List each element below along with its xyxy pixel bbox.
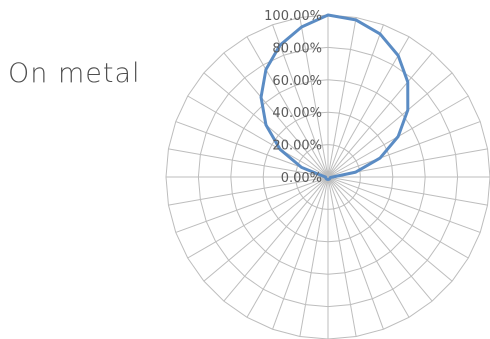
- tick-labels: 0.00% 20.00% 40.00% 60.00% 80.00% 100.00%: [264, 9, 322, 186]
- grid-spoke: [168, 176, 329, 206]
- grid-spoke: [168, 148, 329, 178]
- radial-tick-label: 100.00%: [264, 9, 322, 24]
- radial-tick-label: 60.00%: [272, 74, 322, 89]
- series-line: [259, 13, 410, 181]
- grid-spoke: [327, 176, 410, 318]
- grid-spoke: [327, 52, 433, 178]
- grid-spoke: [327, 176, 357, 337]
- radial-tick-label: 0.00%: [281, 171, 322, 186]
- radial-tick-label: 40.00%: [272, 106, 322, 121]
- grid-spoke: [272, 176, 329, 330]
- series-group: [259, 13, 410, 181]
- grid-spoke: [246, 176, 329, 318]
- grid-spoke: [272, 24, 329, 178]
- grid-spoke: [327, 176, 488, 206]
- grid-spoke: [327, 72, 453, 178]
- grid-spoke: [327, 176, 433, 302]
- grid-spoke: [299, 176, 329, 337]
- grid-spoke: [327, 176, 469, 259]
- grid-spoke: [327, 24, 384, 178]
- grid-spoke: [327, 36, 410, 178]
- chart-title: On metal: [8, 58, 141, 89]
- grid-spoke: [223, 52, 329, 178]
- radial-tick-label: 80.00%: [272, 41, 322, 56]
- radar-grid: [165, 14, 490, 339]
- grid-spoke: [203, 176, 329, 282]
- grid-spoke: [175, 176, 329, 233]
- grid-spoke: [187, 95, 329, 178]
- radial-tick-label: 20.00%: [272, 139, 322, 154]
- grid-spoke: [327, 176, 481, 233]
- grid-spoke: [327, 17, 357, 178]
- grid-spoke: [223, 176, 329, 302]
- grid-spoke: [246, 36, 329, 178]
- grid-spoke: [299, 17, 329, 178]
- grid-spoke: [187, 176, 329, 259]
- grid-spoke: [327, 121, 481, 178]
- grid-spoke: [327, 176, 384, 330]
- grid-spoke: [327, 176, 453, 282]
